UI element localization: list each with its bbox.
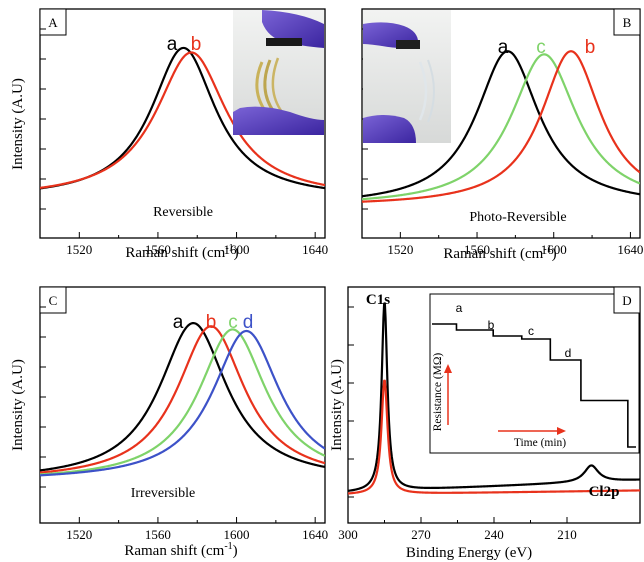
panel-B-series-label-b: b (585, 37, 596, 58)
panel-D-peak-label-c1s: C1s (366, 292, 390, 308)
series-line-a (362, 50, 640, 198)
panel-C-xlabel: Raman shift (cm-1) (124, 541, 237, 559)
panel-B-label: B (623, 15, 632, 30)
x-tick-label: 1560 (464, 242, 490, 257)
x-tick-label: 1520 (66, 527, 92, 542)
panel-C-series-label-c: c (228, 312, 238, 333)
panel-D-label-box (613, 286, 641, 314)
panel-D-ticks: 300 270 240 210 (338, 306, 577, 542)
panel-A-label-box (39, 8, 67, 36)
inset-frame (429, 293, 640, 454)
series-line-d (40, 329, 325, 477)
panel-A-curves (40, 46, 325, 190)
panel-B-xlabel: Raman shift (cm-1) (443, 244, 556, 262)
panel-C-series-label-a: a (173, 312, 184, 333)
inset-step-label-d: d (565, 346, 572, 360)
panel-B-series-label-c: c (536, 37, 546, 58)
panel-A-frame (39, 8, 326, 239)
inset-step-curve (432, 323, 636, 448)
panel-C-series-label-d: d (243, 312, 254, 333)
panel-B-label-box (613, 8, 641, 36)
x-tick-label: 1520 (66, 242, 92, 257)
photo-flexible-device-bent (233, 10, 324, 135)
panel-D-inset: D a b c d Resistance (MΩ) Time (min) (429, 286, 641, 454)
x-tick-label: 1560 (145, 242, 171, 257)
panel-D-ylabel: Intensity (A.U) (329, 359, 345, 451)
series-line-a (40, 322, 325, 472)
series-line-red (348, 379, 640, 495)
series-line-c (362, 53, 640, 201)
x-tick-label: 1640 (617, 242, 643, 257)
inset-xlabel: Time (min) (514, 437, 566, 449)
series-line-b (40, 325, 325, 474)
inset-step-line (432, 323, 636, 448)
inset-x-arrow-head (557, 427, 566, 435)
inset-y-arrow-head (444, 364, 452, 373)
panel-C-series-label-b: b (206, 312, 217, 333)
inset-step-label-c: c (528, 324, 534, 338)
x-tick-label: 1520 (387, 242, 413, 257)
panel-A-label: A (48, 15, 58, 30)
panel-D: 300 270 240 210 C1s Cl2p D a b c d Resistan… (329, 286, 641, 561)
x-tick-label: 1560 (145, 527, 171, 542)
x-tick-label: 1600 (224, 242, 250, 257)
x-tick-label: 1600 (541, 242, 567, 257)
panel-B-curves (362, 50, 640, 203)
panel-C-ticks: 1520 1560 1600 1640 (40, 306, 328, 542)
panel-A-series-label-b: b (191, 34, 202, 55)
panel-B-ticks: 1520 1560 1600 1640 (362, 28, 643, 257)
inset-step-label-a: a (456, 301, 463, 315)
panel-A-xlabel: Raman shift (cm-1) (125, 243, 238, 261)
panel-D-peak-label-cl2p: Cl2p (589, 484, 620, 500)
x-tick-label: 1600 (224, 527, 250, 542)
panel-A: A 1520 1560 1600 1640 Reversible a b Raman … (10, 8, 328, 261)
panel-A-ylabel: Intensity (A.U) (10, 78, 26, 170)
panel-D-label: D (622, 293, 631, 308)
panel-C-label-box (39, 286, 67, 314)
x-tick-label: 270 (411, 527, 431, 542)
series-line-c (40, 328, 325, 476)
series-line-b (40, 51, 325, 189)
inset-step-label-b: b (488, 318, 495, 332)
series-line-black (348, 302, 640, 492)
panel-A-annotation: Reversible (153, 205, 213, 220)
panel-A-ticks: 1520 1560 1600 1640 (40, 28, 328, 257)
panel-C: C 1520 1560 1600 1640 Irreversible a b c d … (10, 286, 328, 559)
panel-C-annotation: Irreversible (131, 486, 196, 501)
panel-B-frame (361, 8, 641, 239)
inset-ylabel: Resistance (MΩ) (432, 353, 444, 432)
x-tick-label: 240 (484, 527, 504, 542)
panel-C-ylabel: Intensity (A.U) (10, 359, 26, 451)
panel-B-series-label-a: a (498, 37, 509, 58)
panel-D-curves (348, 302, 640, 495)
panel-C-label: C (49, 293, 58, 308)
x-tick-label: 300 (338, 527, 358, 542)
panel-A-series-label-a: a (167, 34, 178, 55)
x-tick-label: 1640 (302, 242, 328, 257)
panel-C-curves (40, 322, 325, 477)
panel-B-annotation: Photo-Reversible (469, 210, 566, 225)
panel-B: B 1520 1560 1600 1640 Photo-Reversible a c … (361, 8, 643, 262)
photo-flexible-device-bent-clear (363, 10, 451, 143)
panel-D-xlabel: Binding Energy (eV) (406, 545, 532, 561)
series-line-b (362, 50, 640, 203)
x-tick-label: 1640 (302, 527, 328, 542)
x-tick-label: 210 (557, 527, 577, 542)
panel-C-frame (39, 286, 326, 524)
